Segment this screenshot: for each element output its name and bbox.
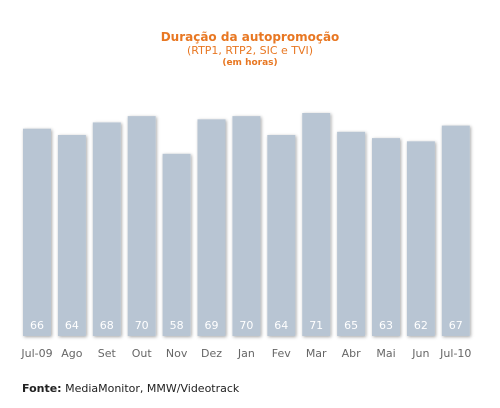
data-label-Jul-09: 66 bbox=[30, 319, 44, 332]
x-tick-label-Dez: Dez bbox=[201, 347, 222, 360]
bar-Jul-09 bbox=[23, 128, 51, 336]
bar-Out bbox=[127, 116, 156, 336]
source-text: MediaMonitor, MMW/Videotrack bbox=[61, 382, 240, 395]
data-label-Nov: 58 bbox=[170, 319, 184, 332]
bar-Mar bbox=[302, 113, 331, 336]
bar-Fev bbox=[267, 135, 296, 336]
x-tick-label-Abr: Abr bbox=[342, 347, 362, 360]
source-note: Fonte: MediaMonitor, MMW/Videotrack bbox=[22, 382, 239, 395]
data-label-Jun: 62 bbox=[414, 319, 428, 332]
chart-subtitle: (RTP1, RTP2, SIC e TVI) bbox=[186, 44, 314, 57]
bar-Jan bbox=[232, 116, 261, 336]
data-label-Set: 68 bbox=[100, 319, 114, 332]
x-tick-label-Set: Set bbox=[98, 347, 117, 360]
x-tick-label-Jun: Jun bbox=[411, 347, 429, 360]
x-tick-label-Jan: Jan bbox=[237, 347, 255, 360]
bar-Jul-10 bbox=[441, 125, 470, 336]
bar-Mai bbox=[372, 138, 400, 336]
x-tick-label-Nov: Nov bbox=[166, 347, 188, 360]
x-axis-labels: Jul-09 Ago Set Out Nov Dez Jan Fev Mar Abr Mai Jun J… bbox=[20, 347, 471, 360]
chart-title: Duração da autopromoção bbox=[160, 30, 340, 44]
bars-group: 66 64 68 70 58 69 70 64 71 65 63 62 67 bbox=[23, 113, 470, 337]
bar-Dez bbox=[197, 119, 226, 336]
data-label-Ago: 64 bbox=[65, 319, 79, 332]
chart-unit-note: (em horas) bbox=[222, 58, 278, 68]
source-label: Fonte: bbox=[22, 382, 62, 395]
bar-Ago bbox=[57, 135, 86, 336]
data-label-Jan: 70 bbox=[239, 319, 253, 332]
data-label-Abr: 65 bbox=[344, 319, 358, 332]
x-tick-label-Mar: Mar bbox=[306, 347, 327, 360]
x-tick-label-Jul-10: Jul-10 bbox=[439, 347, 471, 360]
bar-Jun bbox=[406, 141, 435, 336]
bar-Set bbox=[92, 122, 121, 337]
data-label-Fev: 64 bbox=[274, 319, 288, 332]
bar-Abr bbox=[337, 131, 366, 336]
data-label-Mai: 63 bbox=[379, 319, 393, 332]
x-tick-label-Jul-09: Jul-09 bbox=[20, 347, 52, 360]
x-tick-label-Mai: Mai bbox=[376, 347, 395, 360]
x-tick-label-Out: Out bbox=[132, 347, 153, 360]
data-label-Out: 70 bbox=[135, 319, 149, 332]
x-tick-label-Fev: Fev bbox=[272, 347, 291, 360]
bar-Nov bbox=[162, 153, 191, 336]
data-label-Dez: 69 bbox=[205, 319, 219, 332]
x-tick-label-Ago: Ago bbox=[61, 347, 83, 360]
data-label-Mar: 71 bbox=[309, 319, 323, 332]
data-label-Jul-10: 67 bbox=[449, 319, 463, 332]
chart-titles: Duração da autopromoção (RTP1, RTP2, SIC… bbox=[0, 30, 500, 69]
